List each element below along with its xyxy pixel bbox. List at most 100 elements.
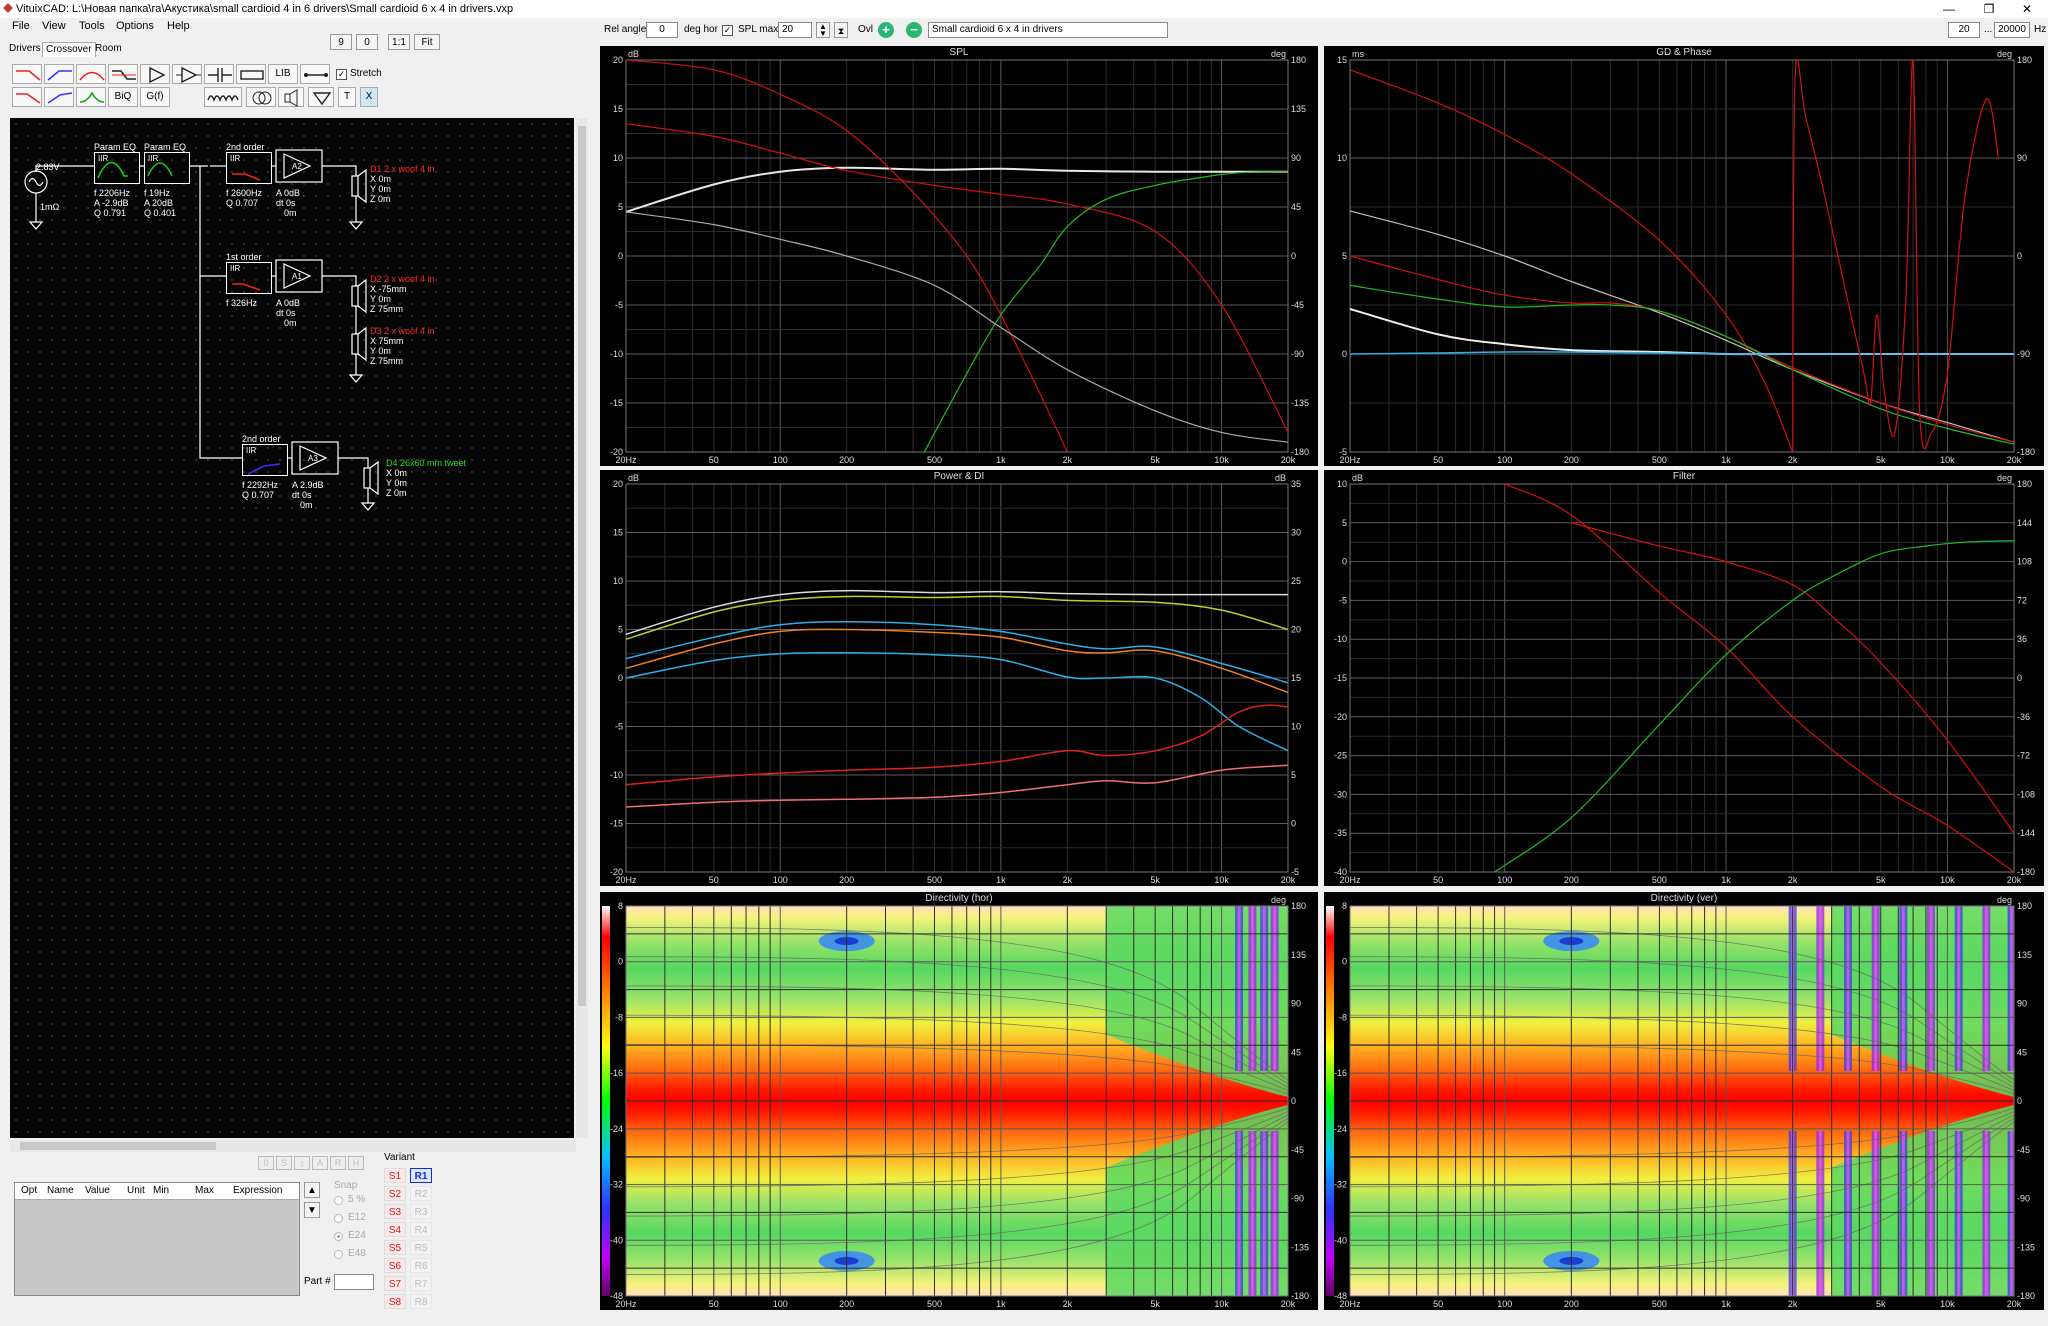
filter-graph[interactable]: 10 5 0 -5 -10 -15 -20 -25 -30 -35 -40 180 144 108 72 36… xyxy=(1324,470,2044,886)
variant-r-button-3[interactable]: R3 xyxy=(410,1204,432,1219)
schematic-vscrollbar[interactable] xyxy=(576,118,588,1138)
y-tick-label: -40 xyxy=(1334,1235,1347,1245)
menu-view[interactable]: View xyxy=(42,20,66,32)
optimizer-button-4[interactable]: R xyxy=(330,1156,346,1170)
menu-tools[interactable]: Tools xyxy=(79,20,105,32)
x-tick-label: 500 xyxy=(927,875,942,885)
freq-min-input[interactable]: 20 xyxy=(1948,22,1980,38)
peq2-block[interactable]: IIR xyxy=(144,152,190,184)
variant-s-button-5[interactable]: S5 xyxy=(384,1240,406,1255)
snap-radio-2[interactable] xyxy=(334,1232,343,1241)
variant-r-button-1[interactable]: R1 xyxy=(410,1168,432,1183)
transfer-function-button[interactable]: G(f) xyxy=(140,87,170,107)
optimizer-button-5[interactable]: H xyxy=(348,1156,364,1170)
variant-s-button-8[interactable]: S8 xyxy=(384,1294,406,1309)
spl-max-spinner[interactable]: ▲ ▼ xyxy=(816,22,830,38)
library-button[interactable]: LIB xyxy=(268,64,298,84)
menu-help[interactable]: Help xyxy=(167,20,190,32)
add-overlay-icon[interactable]: + xyxy=(878,22,894,38)
spl-max-reset-button[interactable]: ⧗ xyxy=(834,22,848,38)
driver-button[interactable] xyxy=(278,87,304,107)
shelf-button[interactable] xyxy=(108,64,138,84)
gd-phase-graph[interactable]: 15 10 5 0 -5 180 90 0 -90 -180 20Hz 50 100 200 500 1k 2k… xyxy=(1324,46,2044,466)
menu-options[interactable]: Options xyxy=(116,20,154,32)
optimizer-table[interactable]: Opt Name Value Unit Min Max Expression xyxy=(14,1182,300,1296)
snap-radio-3[interactable] xyxy=(334,1250,343,1259)
highpass-blue2-button[interactable] xyxy=(44,87,74,107)
x-tick-label: 100 xyxy=(773,455,788,465)
filter-b-block[interactable]: IIR xyxy=(226,262,272,294)
variant-s-button-3[interactable]: S3 xyxy=(384,1204,406,1219)
optimizer-button-3[interactable]: A xyxy=(312,1156,328,1170)
part-input[interactable] xyxy=(334,1274,374,1290)
bandpass-red-button[interactable] xyxy=(76,64,106,84)
tab-crossover[interactable]: Crossover xyxy=(42,42,96,57)
variant-r-button-2[interactable]: R2 xyxy=(410,1186,432,1201)
ground-button[interactable] xyxy=(308,87,334,107)
filter-a-block[interactable]: IIR xyxy=(226,152,272,184)
delete-tool-button[interactable]: X xyxy=(360,87,378,107)
buffer-button[interactable] xyxy=(172,64,202,84)
zoom-0-button[interactable]: 0 xyxy=(356,34,378,50)
variant-r-button-8[interactable]: R8 xyxy=(410,1294,432,1309)
zoom-fit-button[interactable]: Fit xyxy=(414,34,440,50)
capacitor-button[interactable] xyxy=(204,64,234,84)
transformer-button[interactable] xyxy=(246,87,276,107)
variant-s-button-2[interactable]: S2 xyxy=(384,1186,406,1201)
lowpass-red-button[interactable] xyxy=(12,64,42,84)
schematic-vscroll-thumb[interactable] xyxy=(578,126,586,1006)
zoom-9-button[interactable]: 9 xyxy=(330,34,352,50)
schematic-hscrollbar[interactable] xyxy=(10,1140,576,1152)
optimizer-button-2[interactable]: ↕ xyxy=(294,1156,310,1170)
menu-file[interactable]: File xyxy=(12,20,30,32)
crossover-schematic[interactable]: 2.83V 1mΩ Param EQ IIR f 2206Hz A -2.9dB… xyxy=(10,118,574,1138)
amplifier-button[interactable] xyxy=(140,64,170,84)
close-button[interactable]: ✕ xyxy=(2021,2,2033,16)
peq1-block[interactable]: IIR xyxy=(94,152,140,184)
spl-max-checkbox[interactable]: ✓ xyxy=(722,25,733,36)
filter-c-block[interactable]: IIR xyxy=(242,444,288,476)
zoom-1to1-button[interactable]: 1:1 xyxy=(388,34,410,50)
stretch-checkbox[interactable]: ✓ xyxy=(336,69,347,80)
variant-r-button-5[interactable]: R5 xyxy=(410,1240,432,1255)
optimizer-button-1[interactable]: S xyxy=(276,1156,292,1170)
variant-r-button-4[interactable]: R4 xyxy=(410,1222,432,1237)
driver-2-name[interactable]: D2 2 x woof 4 in xyxy=(370,274,435,284)
snap-radio-1[interactable] xyxy=(334,1214,343,1223)
rel-angle-input[interactable]: 0 xyxy=(646,22,678,38)
spl-max-input[interactable]: 20 xyxy=(778,22,812,38)
schematic-hscroll-thumb[interactable] xyxy=(20,1142,216,1150)
variant-r-button-6[interactable]: R6 xyxy=(410,1258,432,1273)
inductor-button[interactable] xyxy=(204,87,242,107)
power-di-graph[interactable]: 20 15 10 5 0 -5 -10 -15 -20 35 30 25 20 15 10 5 0 -5 20Hz 5… xyxy=(600,470,1318,886)
driver-1-name[interactable]: D1 2 x woof 4 in xyxy=(370,164,435,174)
variant-s-button-1[interactable]: S1 xyxy=(384,1168,406,1183)
text-tool-button[interactable]: T xyxy=(338,87,356,107)
directivity-ver-graph[interactable]: 8 0 -8 -16 -24 -32 -40 -48 180 135 90 45 0 -45 -90 -135… xyxy=(1324,892,2044,1310)
overlay-name-input[interactable]: Small cardioid 6 x 4 in drivers xyxy=(928,22,1168,38)
directivity-hor-graph[interactable]: 8 0 -8 -16 -24 -32 -40 -48 180 135 90 45 0 -45 -90 -135… xyxy=(600,892,1318,1310)
peq-green-button[interactable] xyxy=(76,87,106,107)
remove-overlay-icon[interactable]: − xyxy=(906,22,922,38)
tab-drivers[interactable]: Drivers xyxy=(9,43,41,54)
restore-button[interactable]: ❐ xyxy=(1983,2,1995,16)
freq-max-input[interactable]: 20000 xyxy=(1994,22,2030,38)
biquad-button[interactable]: BiQ xyxy=(108,87,138,107)
driver-4-name[interactable]: D4 26x60 mm tweet xyxy=(386,458,467,468)
lowpass-red2-button[interactable] xyxy=(12,87,42,107)
resistor-button[interactable] xyxy=(236,64,266,84)
move-down-button[interactable]: ▼ xyxy=(304,1202,320,1218)
variant-r-button-7[interactable]: R7 xyxy=(410,1276,432,1291)
highpass-blue-button[interactable] xyxy=(44,64,74,84)
variant-s-button-4[interactable]: S4 xyxy=(384,1222,406,1237)
snap-radio-0[interactable] xyxy=(334,1196,343,1205)
minimize-button[interactable]: — xyxy=(1943,2,1955,16)
wire-button[interactable] xyxy=(300,64,330,84)
spl-graph[interactable]: 20 15 10 5 0 -5 -10 -15 -20 180 135 90 45 0 -45 -90 -135… xyxy=(600,46,1318,466)
driver-3-name[interactable]: D3 2 x woof 4 in xyxy=(370,326,435,336)
variant-s-button-6[interactable]: S6 xyxy=(384,1258,406,1273)
optimizer-button-0[interactable]: 0 xyxy=(258,1156,274,1170)
tab-room[interactable]: Room xyxy=(95,43,122,54)
variant-s-button-7[interactable]: S7 xyxy=(384,1276,406,1291)
move-up-button[interactable]: ▲ xyxy=(304,1182,320,1198)
